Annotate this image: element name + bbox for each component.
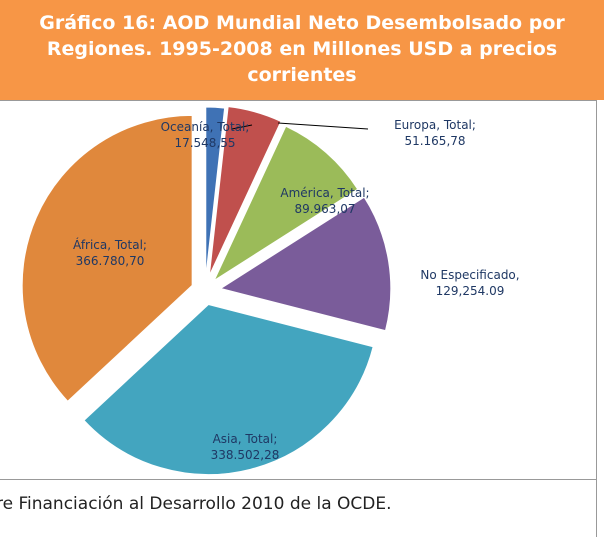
category-label: Asia, Total; — [212, 432, 278, 446]
label-box: América, Total; 89.963,07 — [280, 185, 370, 217]
chart-area: Oceanía, Total; 17.548,55 Europa, Total; 51… — [0, 100, 597, 480]
label-box: Europa, Total; 51.165,78 — [380, 117, 490, 149]
value-label: 17.548,55 — [174, 136, 236, 150]
label-box: Asia, Total; 338.502,28 — [190, 431, 300, 463]
category-label: Europa, Total; — [394, 118, 476, 132]
data-label: Oceanía, Total; 17.548,55 — [150, 119, 260, 151]
data-label: América, Total; 89.963,07 — [280, 185, 370, 217]
category-label: África, Total; — [73, 238, 147, 252]
category-label: Oceanía, Total; — [160, 120, 250, 134]
title: Gráfico 16: AOD Mundial Neto Desembolsad… — [0, 0, 604, 100]
value-label: 338.502,28 — [210, 448, 280, 462]
leader-line — [277, 122, 369, 130]
value-label: 366.780,70 — [75, 254, 145, 268]
data-label: Europa, Total; 51.165,78 — [380, 117, 490, 149]
label-box: No Especificado, 129,254.09 — [420, 267, 520, 299]
pie-slice — [208, 106, 282, 276]
category-label: América, Total; — [280, 186, 370, 200]
pie-slice — [219, 196, 392, 332]
pie-slice — [21, 114, 193, 402]
data-label: África, Total; 366.780,70 — [50, 237, 170, 269]
value-label: 51.165,78 — [404, 134, 466, 148]
pie-slice — [213, 125, 359, 282]
leader-line — [231, 124, 253, 130]
label-box: África, Total; 366.780,70 — [50, 237, 170, 269]
pie-slice — [205, 106, 226, 278]
value-label: 89.963,07 — [294, 202, 356, 216]
footer-text: re Financiación al Desarrollo 2010 de la… — [0, 494, 392, 514]
footer: re Financiación al Desarrollo 2010 de la… — [0, 480, 597, 537]
chart: Oceanía, Total; 17.548,55 Europa, Total; 51… — [21, 106, 520, 476]
value-label: 129,254.09 — [435, 284, 505, 298]
category-label: No Especificado, — [420, 268, 520, 282]
pie-slice — [83, 304, 374, 476]
data-label: No Especificado, 129,254.09 — [420, 267, 520, 299]
label-box: Oceanía, Total; 17.548,55 — [150, 119, 260, 151]
data-label: Asia, Total; 338.502,28 — [190, 431, 300, 463]
